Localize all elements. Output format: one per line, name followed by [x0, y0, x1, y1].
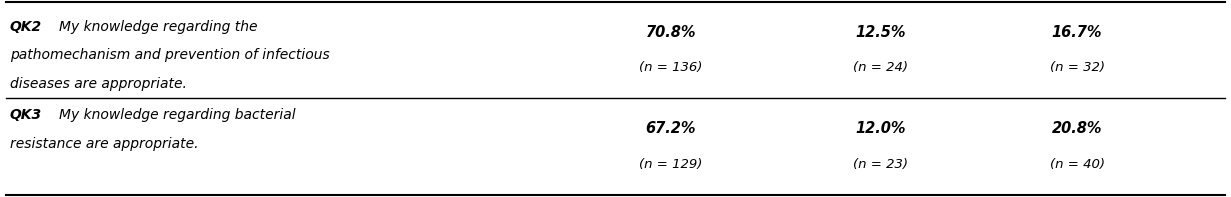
Text: QK2: QK2: [10, 20, 42, 34]
Text: (n = 129): (n = 129): [639, 158, 703, 170]
Text: 67.2%: 67.2%: [645, 121, 697, 136]
Text: My knowledge regarding the: My knowledge regarding the: [59, 20, 257, 34]
Text: (n = 24): (n = 24): [853, 61, 907, 74]
Text: diseases are appropriate.: diseases are appropriate.: [10, 77, 187, 91]
Text: (n = 32): (n = 32): [1050, 61, 1104, 74]
Text: 12.5%: 12.5%: [854, 24, 906, 40]
Text: (n = 23): (n = 23): [853, 158, 907, 170]
Text: resistance are appropriate.: resistance are appropriate.: [10, 137, 198, 151]
Text: QK3: QK3: [10, 108, 42, 122]
Text: pathomechanism and prevention of infectious: pathomechanism and prevention of infecti…: [10, 48, 330, 62]
Text: 16.7%: 16.7%: [1051, 24, 1103, 40]
Text: 20.8%: 20.8%: [1051, 121, 1103, 136]
Text: (n = 136): (n = 136): [639, 61, 703, 74]
Text: 70.8%: 70.8%: [645, 24, 697, 40]
Text: 12.0%: 12.0%: [854, 121, 906, 136]
Text: My knowledge regarding bacterial: My knowledge regarding bacterial: [59, 108, 295, 122]
Text: (n = 40): (n = 40): [1050, 158, 1104, 170]
